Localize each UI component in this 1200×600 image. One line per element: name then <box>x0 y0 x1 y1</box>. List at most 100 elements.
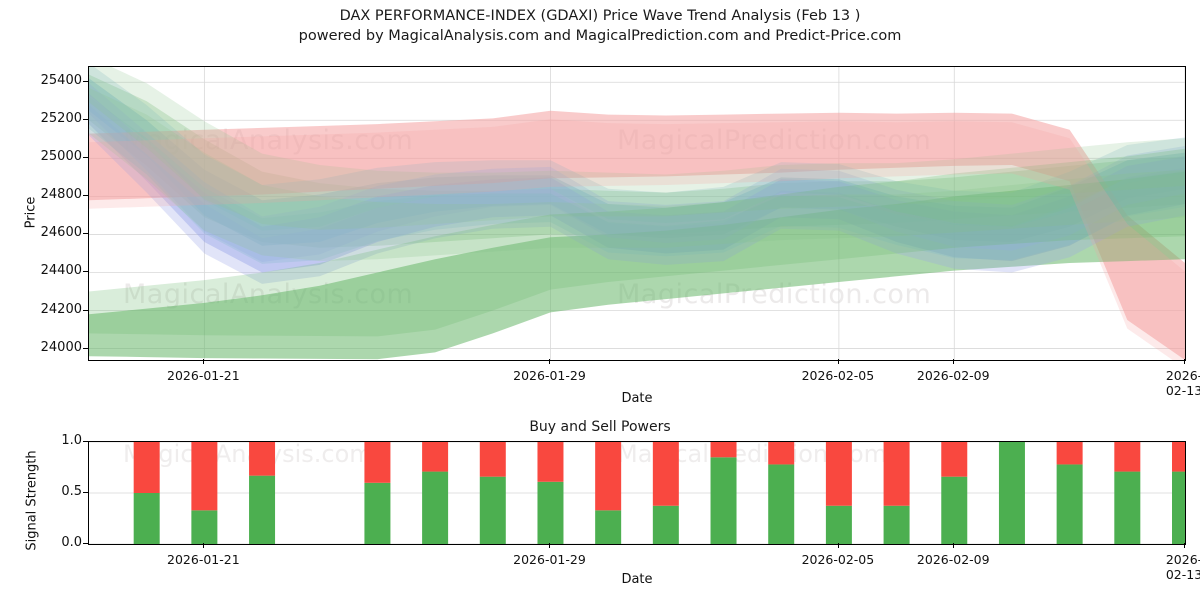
sell-power-segment[interactable] <box>1114 442 1141 472</box>
bars-y-tick-mark <box>83 441 88 442</box>
price-y-tick-label: 24400 <box>40 263 82 279</box>
stacked-bar[interactable] <box>883 442 910 544</box>
sell-power-segment[interactable] <box>652 442 679 506</box>
bars-x-tick-mark <box>1184 543 1185 548</box>
buy-sell-bars-svg <box>89 442 1185 544</box>
stacked-bar[interactable] <box>1056 442 1083 544</box>
sell-power-segment[interactable] <box>883 442 910 506</box>
price-band-echo <box>89 67 1185 231</box>
price-band-echo <box>89 105 1185 284</box>
price-band-echo <box>89 87 1185 262</box>
bars-x-tick-mark <box>953 543 955 548</box>
buy-power-segment[interactable] <box>998 442 1025 544</box>
price-x-tick-mark <box>1184 359 1185 364</box>
price-y-tick-mark <box>83 119 88 121</box>
bars-x-tick-mark <box>837 543 839 548</box>
sell-power-segment[interactable] <box>595 442 622 511</box>
buy-power-segment[interactable] <box>941 476 968 544</box>
bars-x-tick-label: 2026-01-21 <box>167 552 240 567</box>
sell-power-segment[interactable] <box>133 442 160 493</box>
buy-power-segment[interactable] <box>1056 464 1083 544</box>
bars-x-tick-mark <box>549 543 551 548</box>
buy-power-segment[interactable] <box>825 505 852 544</box>
stacked-bar[interactable] <box>1172 442 1185 544</box>
title-line-2: powered by MagicalAnalysis.com and Magic… <box>298 28 902 44</box>
sell-power-segment[interactable] <box>825 442 852 506</box>
bars-x-tick-label: 2026-02-13 <box>1165 552 1200 582</box>
price-x-tick-mark <box>203 359 205 364</box>
buy-power-segment[interactable] <box>710 457 737 544</box>
sell-power-segment[interactable] <box>1172 442 1185 472</box>
stacked-bar[interactable] <box>941 442 968 544</box>
stacked-bar[interactable] <box>537 442 564 544</box>
stacked-bar[interactable] <box>710 442 737 544</box>
buy-power-segment[interactable] <box>537 481 564 544</box>
sell-power-segment[interactable] <box>537 442 564 482</box>
buy-power-segment[interactable] <box>883 505 910 544</box>
price-y-tick-mark <box>83 233 88 235</box>
stacked-bar[interactable] <box>191 442 218 544</box>
bars-y-tick-mark <box>83 543 88 544</box>
stacked-bar[interactable] <box>768 442 795 544</box>
price-band-echo <box>89 67 1185 230</box>
price-y-tick-mark <box>83 81 88 83</box>
price-x-tick-label: 2026-01-29 <box>513 368 586 383</box>
sell-power-segment[interactable] <box>422 442 449 472</box>
sell-power-segment[interactable] <box>710 442 737 458</box>
sell-power-segment[interactable] <box>1056 442 1083 465</box>
bars-y-tick-label: 1.0 <box>61 433 82 448</box>
price-y-tick-label: 25000 <box>40 149 82 165</box>
buy-power-segment[interactable] <box>422 471 449 544</box>
stacked-bar[interactable] <box>364 442 391 544</box>
buy-power-segment[interactable] <box>479 476 506 544</box>
stacked-bar[interactable] <box>595 442 622 544</box>
stacked-bar[interactable] <box>133 442 160 544</box>
buy-power-segment[interactable] <box>1114 471 1141 544</box>
bars-y-tick-label: 0.0 <box>61 535 82 550</box>
sell-power-segment[interactable] <box>249 442 276 476</box>
price-band <box>89 171 1185 360</box>
price-band-echo <box>89 96 1185 264</box>
sell-power-segment[interactable] <box>364 442 391 483</box>
price-band <box>89 110 1185 360</box>
sell-power-segment[interactable] <box>768 442 795 465</box>
bars-y-tick-mark <box>83 492 88 493</box>
price-x-tick-mark <box>953 359 955 364</box>
sell-power-segment[interactable] <box>479 442 506 477</box>
stacked-bar[interactable] <box>422 442 449 544</box>
bars-y-axis-title: Signal Strength <box>24 450 40 551</box>
buy-power-segment[interactable] <box>768 464 795 544</box>
buy-power-segment[interactable] <box>191 510 218 544</box>
buy-power-segment[interactable] <box>595 510 622 544</box>
bars-x-tick-mark <box>203 543 205 548</box>
sell-power-segment[interactable] <box>941 442 968 477</box>
stacked-bar[interactable] <box>1114 442 1141 544</box>
buy-power-segment[interactable] <box>133 493 160 544</box>
price-x-tick-label: 2026-02-09 <box>916 368 990 383</box>
page-title: DAX PERFORMANCE-INDEX (GDAXI) Price Wave… <box>0 6 1200 46</box>
bars-chart-title: Buy and Sell Powers <box>529 419 671 435</box>
bars-chart-plot-area: MagicalAnalysis.com MagicalPrediction.co… <box>88 441 1186 545</box>
price-y-axis-title: Price <box>23 196 39 229</box>
price-y-tick-label: 24800 <box>40 187 82 203</box>
buy-power-segment[interactable] <box>249 475 276 544</box>
buy-power-segment[interactable] <box>652 505 679 544</box>
stacked-bar[interactable] <box>998 442 1025 544</box>
price-wave-svg <box>89 67 1185 360</box>
stacked-bar[interactable] <box>249 442 276 544</box>
price-x-tick-mark <box>837 359 839 364</box>
price-y-tick-mark <box>83 309 88 311</box>
buy-power-segment[interactable] <box>1172 471 1185 544</box>
price-x-tick-label: 2026-02-13 <box>1165 368 1200 398</box>
buy-power-segment[interactable] <box>364 482 391 544</box>
sell-power-segment[interactable] <box>191 442 218 511</box>
price-y-tick-label: 24200 <box>40 301 82 317</box>
price-band-echo <box>89 83 1185 262</box>
price-y-tick-mark <box>83 271 88 273</box>
bars-x-tick-label: 2026-02-09 <box>916 552 990 567</box>
stacked-bar[interactable] <box>479 442 506 544</box>
stacked-bar[interactable] <box>652 442 679 544</box>
stacked-bar[interactable] <box>825 442 852 544</box>
price-y-tick-label: 25200 <box>40 111 82 127</box>
